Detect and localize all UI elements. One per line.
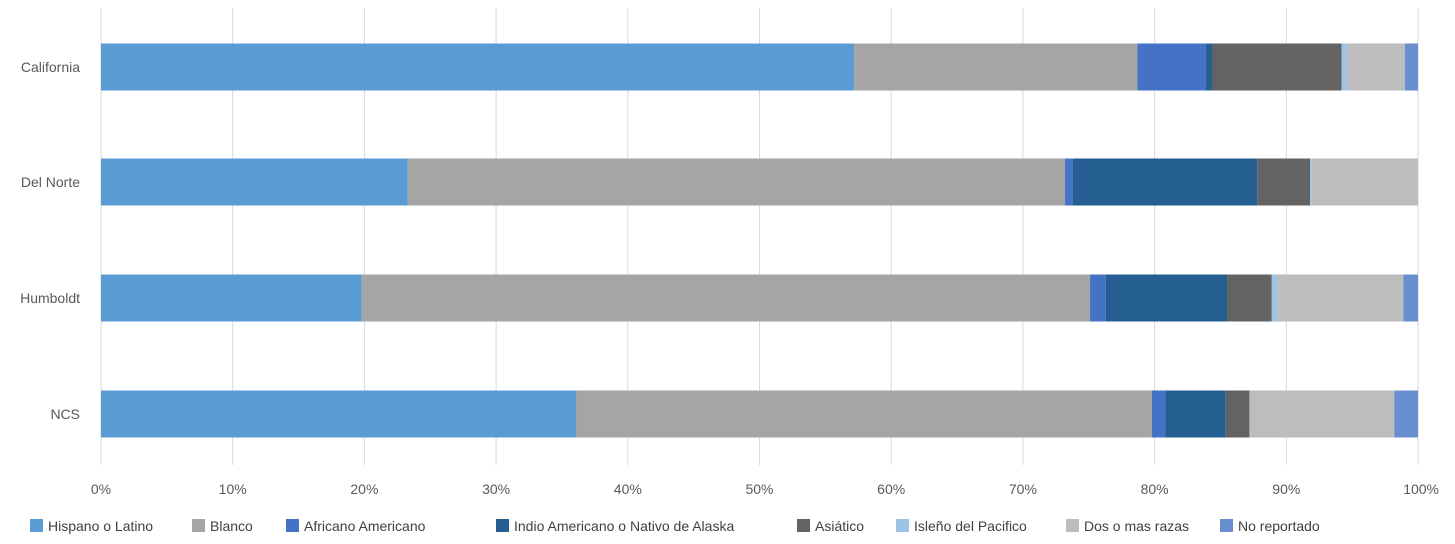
- bar-del-norte-dos-o-mas-razas: [1311, 158, 1418, 206]
- bar-ncs-hispano-o-latino: [101, 390, 577, 438]
- legend-label-hispano-o-latino: Hispano o Latino: [48, 518, 153, 534]
- bar-ncs-dos-o-mas-razas: [1249, 390, 1395, 438]
- category-label-ncs: NCS: [50, 406, 80, 422]
- bar-humboldt-isleno-del-pacifico: [1271, 274, 1278, 322]
- bar-ncs-asiatico: [1225, 390, 1250, 438]
- legend-item-no-reportado: No reportado: [1220, 518, 1320, 534]
- bar-del-norte-africano-americano: [1065, 158, 1073, 206]
- bar-humboldt-asiatico: [1227, 274, 1272, 322]
- bar-del-norte-asiatico: [1257, 158, 1311, 206]
- bar-california-blanco: [854, 43, 1138, 91]
- x-tick-label-10: 100%: [1403, 481, 1439, 497]
- legend-item-isleno-del-pacifico: Isleño del Pacifico: [896, 518, 1027, 534]
- legend-swatch-dos-o-mas-razas: [1066, 519, 1079, 532]
- legend-swatch-isleno-del-pacifico: [896, 519, 909, 532]
- bar-ncs-indio-americano-o-nativo-de-alaska: [1165, 390, 1226, 438]
- x-tick-label-2: 20%: [350, 481, 378, 497]
- x-tick-label-0: 0%: [91, 481, 111, 497]
- category-label-del-norte: Del Norte: [21, 174, 80, 190]
- bar-california-dos-o-mas-razas: [1346, 43, 1405, 91]
- legend-item-dos-o-mas-razas: Dos o mas razas: [1066, 518, 1189, 534]
- x-tick-label-6: 60%: [877, 481, 905, 497]
- x-tick-label-4: 40%: [614, 481, 642, 497]
- bar-del-norte-hispano-o-latino: [101, 158, 408, 206]
- legend-label-no-reportado: No reportado: [1238, 518, 1320, 534]
- category-label-humboldt: Humboldt: [20, 290, 80, 306]
- bar-california-isleno-del-pacifico: [1341, 43, 1347, 91]
- bar-humboldt-no-reportado: [1403, 274, 1418, 322]
- x-tick-label-3: 30%: [482, 481, 510, 497]
- x-tick-label-7: 70%: [1009, 481, 1037, 497]
- x-tick-label-8: 80%: [1141, 481, 1169, 497]
- legend: Hispano o Latino Blanco Africano Americano…: [30, 518, 1320, 534]
- bar-ncs-blanco: [576, 390, 1152, 438]
- legend-label-isleno-del-pacifico: Isleño del Pacifico: [914, 518, 1027, 534]
- legend-label-blanco: Blanco: [210, 518, 253, 534]
- legend-item-hispano-o-latino: Hispano o Latino: [30, 518, 153, 534]
- bar-del-norte-indio-americano-o-nativo-de-alaska: [1072, 158, 1258, 206]
- x-axis-ticks: 0% 10% 20% 30% 40% 50% 60% 70% 80% 90% 100%: [91, 481, 1439, 497]
- legend-swatch-indio-americano-o-nativo-de-alaska: [496, 519, 509, 532]
- legend-swatch-africano-americano: [286, 519, 299, 532]
- bar-ncs-no-reportado: [1394, 390, 1418, 438]
- bar-california-africano-americano: [1137, 43, 1206, 91]
- x-tick-label-9: 90%: [1272, 481, 1300, 497]
- x-tick-label-1: 10%: [219, 481, 247, 497]
- category-labels: California Del Norte Humboldt NCS: [20, 59, 80, 422]
- bar-humboldt-hispano-o-latino: [101, 274, 362, 322]
- bar-california-asiatico: [1212, 43, 1342, 91]
- bar-humboldt-africano-americano: [1090, 274, 1106, 322]
- bar-humboldt-dos-o-mas-razas: [1277, 274, 1404, 322]
- bar-ncs-africano-americano: [1151, 390, 1166, 438]
- category-label-california: California: [21, 59, 80, 75]
- bar-california-indio-americano-o-nativo-de-alaska: [1205, 43, 1213, 91]
- legend-item-indio-americano-o-nativo-de-alaska: Indio Americano o Nativo de Alaska: [496, 518, 734, 534]
- bar-del-norte-blanco: [407, 158, 1066, 206]
- legend-item-asiatico: Asiático: [797, 518, 864, 534]
- legend-swatch-asiatico: [797, 519, 810, 532]
- bar-segments: [101, 43, 1418, 438]
- bar-california-hispano-o-latino: [101, 43, 855, 91]
- x-tick-label-5: 50%: [745, 481, 773, 497]
- bar-california-no-reportado: [1404, 43, 1418, 91]
- legend-item-blanco: Blanco: [192, 518, 253, 534]
- legend-item-africano-americano: Africano Americano: [286, 518, 426, 534]
- legend-label-indio-americano-o-nativo-de-alaska: Indio Americano o Nativo de Alaska: [514, 518, 734, 534]
- legend-swatch-no-reportado: [1220, 519, 1233, 532]
- legend-label-africano-americano: Africano Americano: [304, 518, 426, 534]
- legend-swatch-hispano-o-latino: [30, 519, 43, 532]
- bar-del-norte-isleno-del-pacifico: [1310, 158, 1312, 206]
- legend-swatch-blanco: [192, 519, 205, 532]
- legend-label-asiatico: Asiático: [815, 518, 864, 534]
- bar-humboldt-blanco: [361, 274, 1091, 322]
- bar-humboldt-indio-americano-o-nativo-de-alaska: [1105, 274, 1228, 322]
- legend-label-dos-o-mas-razas: Dos o mas razas: [1084, 518, 1189, 534]
